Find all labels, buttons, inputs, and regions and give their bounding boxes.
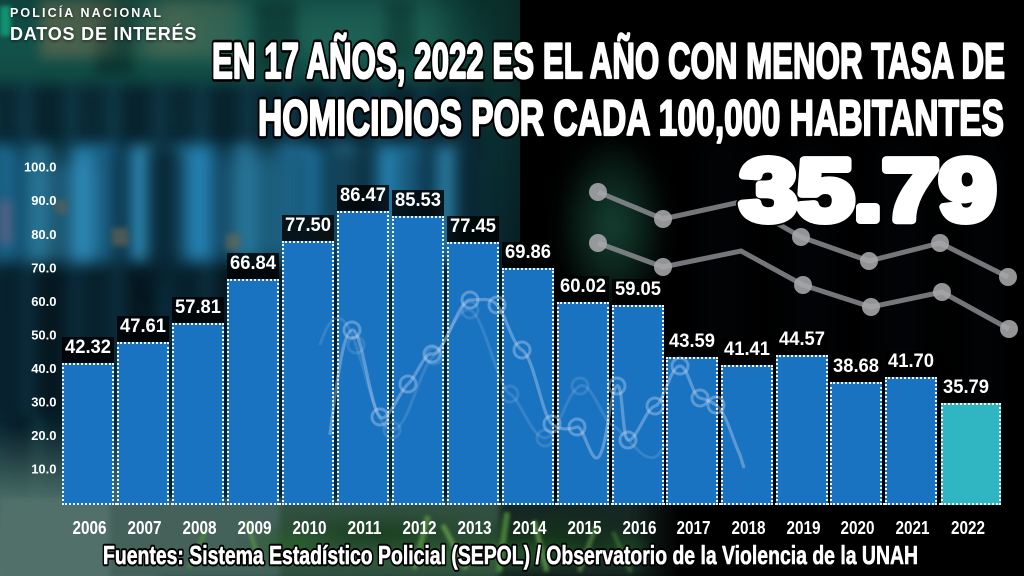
svg-text:2011: 2011: [348, 518, 382, 538]
svg-text:77.45: 77.45: [450, 216, 496, 237]
svg-text:50.0: 50.0: [31, 327, 56, 342]
svg-text:20.0: 20.0: [31, 428, 56, 443]
svg-text:2009: 2009: [238, 518, 272, 538]
svg-text:2022: 2022: [951, 518, 985, 538]
svg-text:2018: 2018: [732, 518, 766, 538]
svg-text:60.0: 60.0: [31, 294, 56, 309]
svg-text:57.81: 57.81: [175, 297, 221, 318]
svg-text:10.0: 10.0: [31, 462, 56, 477]
svg-text:47.61: 47.61: [120, 316, 166, 337]
svg-text:100.0: 100.0: [24, 160, 57, 175]
svg-text:60.02: 60.02: [560, 276, 606, 297]
svg-text:2013: 2013: [458, 518, 492, 538]
svg-text:EN 17 AÑOS, 2022 ES EL AÑO CON: EN 17 AÑOS, 2022 ES EL AÑO CON MENOR TAS…: [212, 33, 1005, 89]
svg-text:40.0: 40.0: [31, 361, 56, 376]
svg-text:2006: 2006: [73, 518, 107, 538]
svg-text:38.68: 38.68: [833, 356, 879, 377]
svg-text:Fuentes: Sistema Estadístico P: Fuentes: Sistema Estadístico Policial (S…: [103, 540, 918, 570]
svg-text:2010: 2010: [293, 518, 327, 538]
svg-text:35.79: 35.79: [943, 377, 989, 398]
svg-text:70.0: 70.0: [31, 260, 56, 275]
svg-text:2014: 2014: [513, 518, 547, 538]
svg-text:30.0: 30.0: [31, 395, 56, 410]
svg-text:2020: 2020: [841, 518, 875, 538]
svg-text:41.41: 41.41: [724, 339, 770, 360]
svg-text:2017: 2017: [677, 518, 711, 538]
svg-text:86.47: 86.47: [340, 185, 386, 206]
svg-text:90.0: 90.0: [31, 193, 56, 208]
svg-text:EN 17 AÑOS, 2022 ES EL AÑO CON: EN 17 AÑOS, 2022 ES EL AÑO CON MENOR TAS…: [212, 33, 1005, 89]
svg-text:2015: 2015: [568, 518, 602, 538]
svg-text:Fuentes: Sistema Estadístico P: Fuentes: Sistema Estadístico Policial (S…: [103, 540, 918, 570]
svg-text:59.05: 59.05: [615, 279, 661, 300]
svg-text:35.79: 35.79: [740, 142, 996, 239]
svg-text:35.79: 35.79: [740, 142, 996, 239]
svg-text:41.70: 41.70: [888, 351, 934, 372]
svg-text:77.50: 77.50: [285, 215, 331, 236]
svg-text:2007: 2007: [128, 518, 162, 538]
svg-text:69.86: 69.86: [505, 242, 551, 263]
svg-text:80.0: 80.0: [31, 227, 56, 242]
svg-text:HOMICIDIOS POR CADA 100,000 HA: HOMICIDIOS POR CADA 100,000 HABITANTES: [258, 90, 1004, 146]
svg-text:2021: 2021: [896, 518, 930, 538]
svg-text:2016: 2016: [623, 518, 657, 538]
svg-text:2012: 2012: [403, 518, 437, 538]
svg-text:43.59: 43.59: [669, 331, 715, 352]
svg-text:66.84: 66.84: [230, 253, 276, 274]
svg-text:2008: 2008: [183, 518, 217, 538]
svg-text:HOMICIDIOS POR CADA 100,000 HA: HOMICIDIOS POR CADA 100,000 HABITANTES: [258, 90, 1004, 146]
svg-text:42.32: 42.32: [65, 337, 111, 358]
svg-text:2019: 2019: [787, 518, 821, 538]
svg-text:44.57: 44.57: [779, 329, 825, 350]
svg-text:85.53: 85.53: [395, 190, 441, 211]
